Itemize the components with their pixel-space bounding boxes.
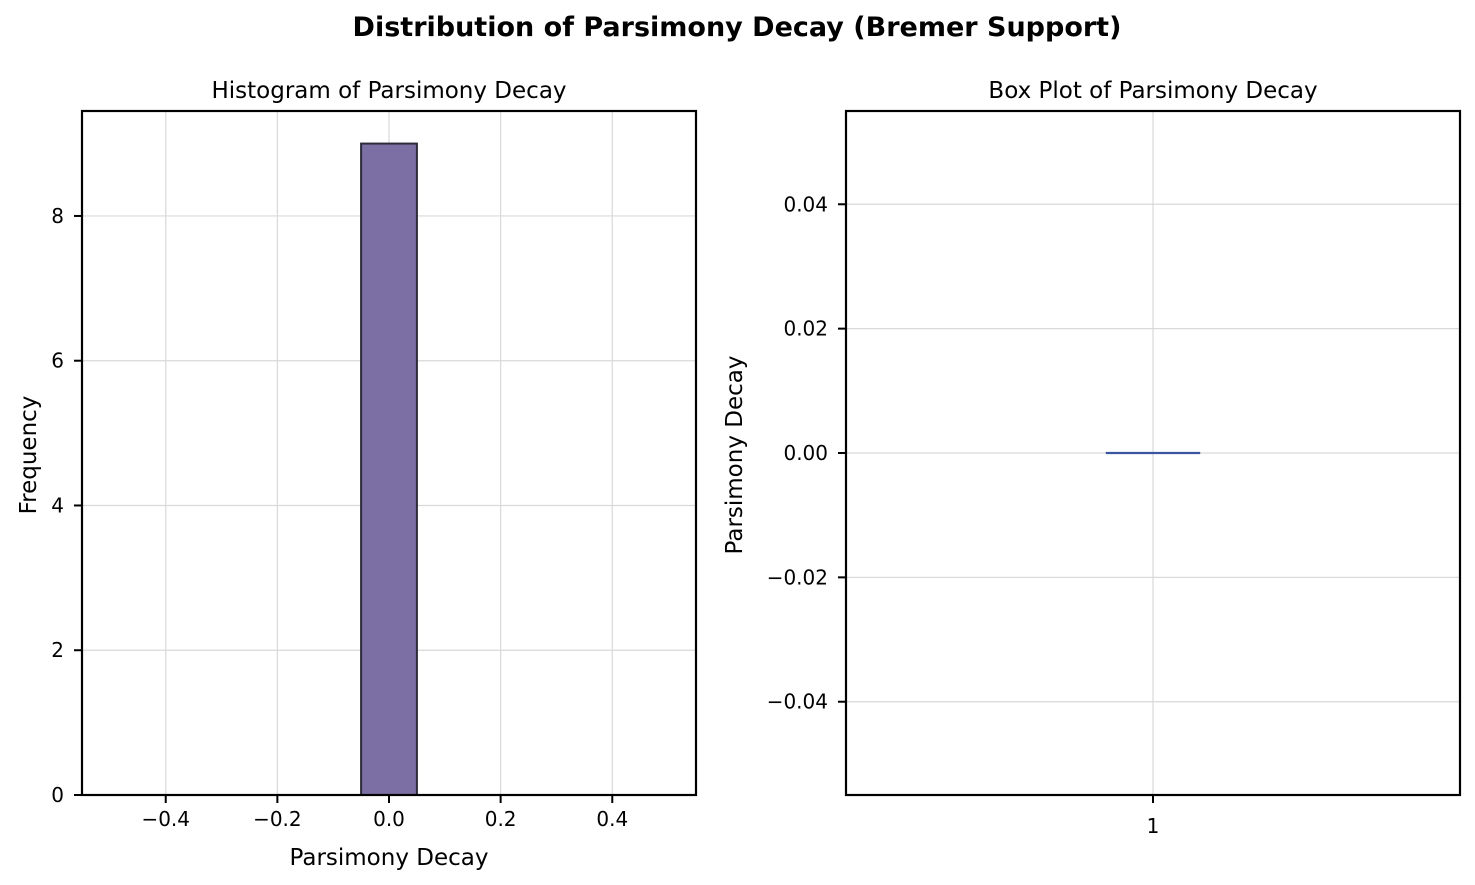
histogram-y-tick-label: 6 <box>51 349 64 373</box>
histogram-x-tick-label: 0.0 <box>373 807 405 831</box>
histogram-frame <box>80 109 698 797</box>
histogram-title: Histogram of Parsimony Decay <box>211 78 566 104</box>
boxplot-y-tick-label: 0.00 <box>783 441 828 465</box>
histogram-bar <box>360 142 418 797</box>
boxplot-title: Box Plot of Parsimony Decay <box>988 78 1317 104</box>
boxplot-panel: Box Plot of Parsimony Decay −0.04 −0.02 0.… <box>722 78 1462 838</box>
boxplot-y-tick-label: 0.02 <box>783 317 828 341</box>
histogram-y-tick-label: 8 <box>51 204 64 228</box>
histogram-bars <box>109 142 669 797</box>
histogram-y-axis-label: Frequency <box>16 396 42 515</box>
boxplot-ticks: −0.04 −0.02 0.00 0.02 0.04 1 <box>767 192 1160 838</box>
boxplot-frame <box>844 109 1462 797</box>
histogram-y-tick-label: 0 <box>51 783 64 807</box>
histogram-x-tick-label: −0.4 <box>141 807 190 831</box>
boxplot-x-tick-label: 1 <box>1147 814 1160 838</box>
histogram-y-tick-label: 2 <box>51 638 64 662</box>
histogram-x-tick-label: −0.2 <box>253 807 302 831</box>
figure-title: Distribution of Parsimony Decay (Bremer … <box>353 12 1122 43</box>
boxplot-y-tick-label: −0.02 <box>767 565 828 589</box>
histogram-x-tick-label: 0.2 <box>485 807 517 831</box>
boxplot-y-tick-label: −0.04 <box>767 690 828 714</box>
histogram-panel: Histogram of Parsimony Decay −0.4 −0.2 0.0… <box>16 78 698 871</box>
boxplot-y-tick-label: 0.04 <box>783 192 828 216</box>
boxplot-y-axis-label: Parsimony Decay <box>722 356 748 555</box>
histogram-x-tick-label: 0.4 <box>596 807 628 831</box>
histogram-ticks: −0.4 −0.2 0.0 0.2 0.4 0 2 4 6 8 <box>51 204 628 831</box>
histogram-y-tick-label: 4 <box>51 493 64 517</box>
histogram-x-axis-label: Parsimony Decay <box>290 845 489 871</box>
